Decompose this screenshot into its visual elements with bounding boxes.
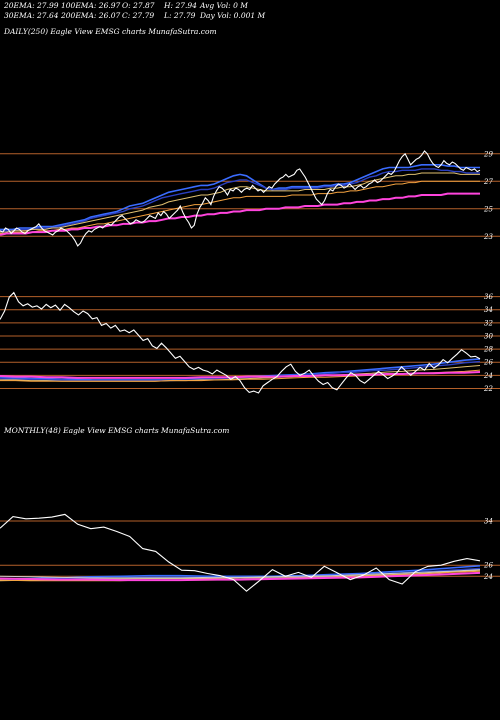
monthly-price-ema_extra-line: [0, 569, 481, 579]
header-row1-avgvol: Avg Vol: 0 M: [200, 1, 248, 10]
header-row1-high: H: 27.94: [164, 1, 197, 10]
daily-price-ema30-line: [0, 168, 480, 232]
header-row1-ema100: 100EMA: 26.97: [61, 1, 121, 10]
daily-price-tick-label-25: 25: [483, 205, 493, 213]
weekly-price-ema200-line: [0, 371, 481, 379]
header-row1-ema20: 20EMA: 27.99: [4, 1, 59, 10]
header-row2-ema30: 30EMA: 27.64: [4, 11, 59, 20]
header-row2-dayvol: Day Vol: 0.001 M: [200, 11, 266, 20]
monthly-price-tick-label-24: 24: [483, 573, 493, 581]
header-row2-low: L: 27.79: [164, 11, 196, 20]
weekly-price-price-line: [0, 291, 481, 394]
weekly-price-tick-label-28: 28: [483, 346, 493, 354]
daily-price-tick-label-23: 23: [483, 233, 493, 241]
weekly-price-tick-label-32: 32: [484, 319, 493, 327]
monthly-price-ema20-line: [0, 565, 481, 580]
header-row1-open: O: 27.87: [122, 1, 155, 10]
daily-price-ema20-line: [0, 164, 480, 231]
daily-price-tick-label-29: 29: [483, 150, 493, 158]
monthly-price-ema200-line: [0, 571, 481, 582]
daily-price-tick-label-27: 27: [483, 178, 493, 186]
monthly-price-price-line: [0, 513, 481, 592]
weekly-price-tick-label-34: 34: [484, 306, 493, 314]
weekly-price-tick-label-26: 26: [483, 359, 493, 367]
header-row2-ema200: 200EMA: 26.07: [61, 11, 121, 20]
weekly-price-tick-label-36: 36: [484, 293, 493, 301]
weekly-price-tick-label-30: 30: [484, 332, 493, 340]
daily-chart-title: DAILY(250) Eagle View EMSG charts Munafa…: [4, 27, 217, 36]
daily-price-price-line: [0, 150, 481, 247]
monthly-price-tick-label-26: 26: [483, 562, 493, 570]
daily-price-ema50-line: [0, 172, 480, 233]
weekly-price-tick-label-22: 22: [483, 385, 493, 393]
daily-price-ema100-line: [0, 180, 480, 234]
header-row2-close: C: 27.79: [122, 11, 155, 20]
daily-price-ema200-line: [0, 192, 480, 236]
weekly-price-tick-label-24: 24: [483, 372, 493, 380]
monthly-price-tick-label-34: 34: [484, 518, 493, 526]
monthly-chart-title: MONTHLY(48) Eagle View EMSG charts Munaf…: [4, 426, 230, 435]
